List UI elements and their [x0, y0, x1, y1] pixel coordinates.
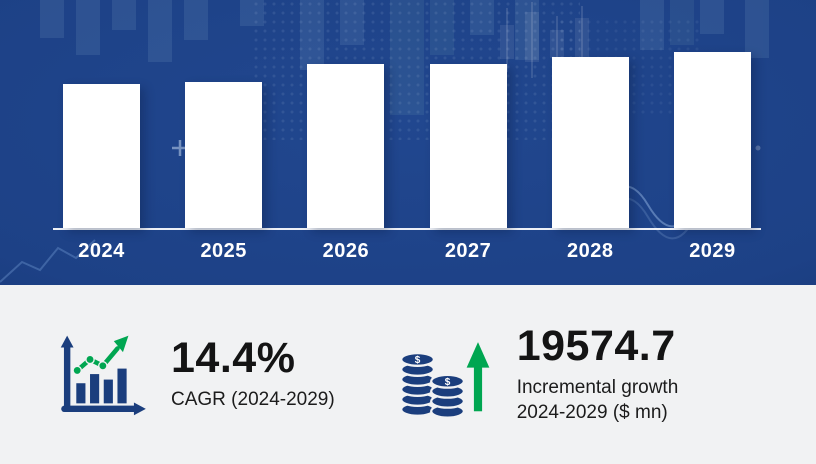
x-axis-line — [53, 228, 761, 230]
bar-label: 2024 — [78, 240, 125, 262]
bar-chart: 2024 2025 2026 2027 2028 2029 — [53, 52, 761, 263]
labels-row: 2024 2025 2026 2027 2028 2029 — [63, 240, 751, 263]
bar-label: 2027 — [444, 240, 492, 262]
bar-label: 2026 — [322, 240, 370, 262]
incremental-growth-stat: $ $ 19574.7 Incremental growth 2024-2029… — [393, 321, 679, 426]
chart-bar — [185, 81, 263, 228]
svg-text:$: $ — [444, 377, 450, 388]
incremental-growth-label-line1: Incremental growth — [516, 376, 679, 398]
bars-row — [63, 52, 751, 228]
incremental-growth-label-line2: 2024-2029 ($ mn) — [516, 401, 668, 423]
bar-label: 2028 — [567, 240, 614, 262]
chart-bar — [551, 57, 629, 228]
chart-bar — [63, 83, 140, 228]
incremental-growth-value: 19574.7 — [516, 321, 676, 370]
stats-panel: 14.4% CAGR (2024-2029) $ $ — [0, 285, 816, 464]
chart-bar — [429, 64, 507, 228]
cagr-text: 14.4% CAGR (2024-2029) — [171, 334, 335, 413]
bar-label: 2029 — [689, 240, 736, 262]
chart-bar — [307, 64, 385, 228]
incremental-growth-text: 19574.7 Incremental growth 2024-2029 ($ … — [516, 321, 679, 426]
chart-panel: 2024 2025 2026 2027 2028 2029 — [0, 0, 816, 285]
coins-up-arrow-icon: $ $ — [399, 342, 490, 420]
cagr-stat: 14.4% CAGR (2024-2029) — [55, 332, 335, 418]
cagr-label: CAGR (2024-2029) — [171, 389, 335, 411]
incremental-growth-label: Incremental growth 2024-2029 ($ mn) — [517, 376, 679, 425]
growth-chart-icon — [60, 335, 146, 415]
bar-label: 2025 — [200, 240, 247, 262]
chart-bar — [673, 52, 751, 228]
svg-text:$: $ — [414, 356, 420, 367]
cagr-value: 14.4% — [171, 334, 296, 383]
